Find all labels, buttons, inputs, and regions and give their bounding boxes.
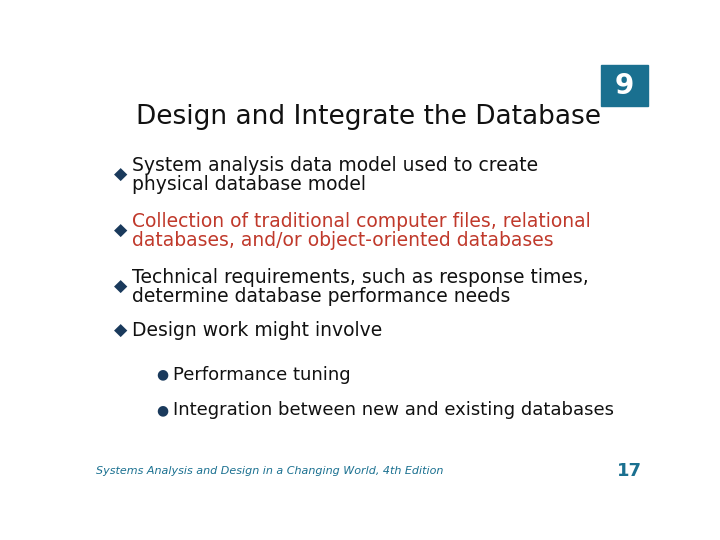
Text: ◆: ◆ [114,166,127,184]
Text: 9: 9 [615,72,634,99]
Text: Technical requirements, such as response times,: Technical requirements, such as response… [132,268,589,287]
Text: ●: ● [156,368,168,382]
FancyBboxPatch shape [600,65,648,106]
Text: databases, and/or object-oriented databases: databases, and/or object-oriented databa… [132,231,554,250]
Text: Integration between new and existing databases: Integration between new and existing dat… [173,401,613,419]
Text: Performance tuning: Performance tuning [173,366,350,383]
Text: determine database performance needs: determine database performance needs [132,287,510,306]
Text: physical database model: physical database model [132,175,366,194]
Text: 17: 17 [618,462,642,481]
Text: ◆: ◆ [114,222,127,240]
Text: System analysis data model used to create: System analysis data model used to creat… [132,156,538,175]
Text: Design work might involve: Design work might involve [132,321,382,340]
Text: ●: ● [156,403,168,417]
Text: ◆: ◆ [114,278,127,296]
Text: ◆: ◆ [114,322,127,340]
Text: Collection of traditional computer files, relational: Collection of traditional computer files… [132,212,590,231]
Text: Design and Integrate the Database: Design and Integrate the Database [137,104,601,130]
Text: Systems Analysis and Design in a Changing World, 4th Edition: Systems Analysis and Design in a Changin… [96,467,443,476]
